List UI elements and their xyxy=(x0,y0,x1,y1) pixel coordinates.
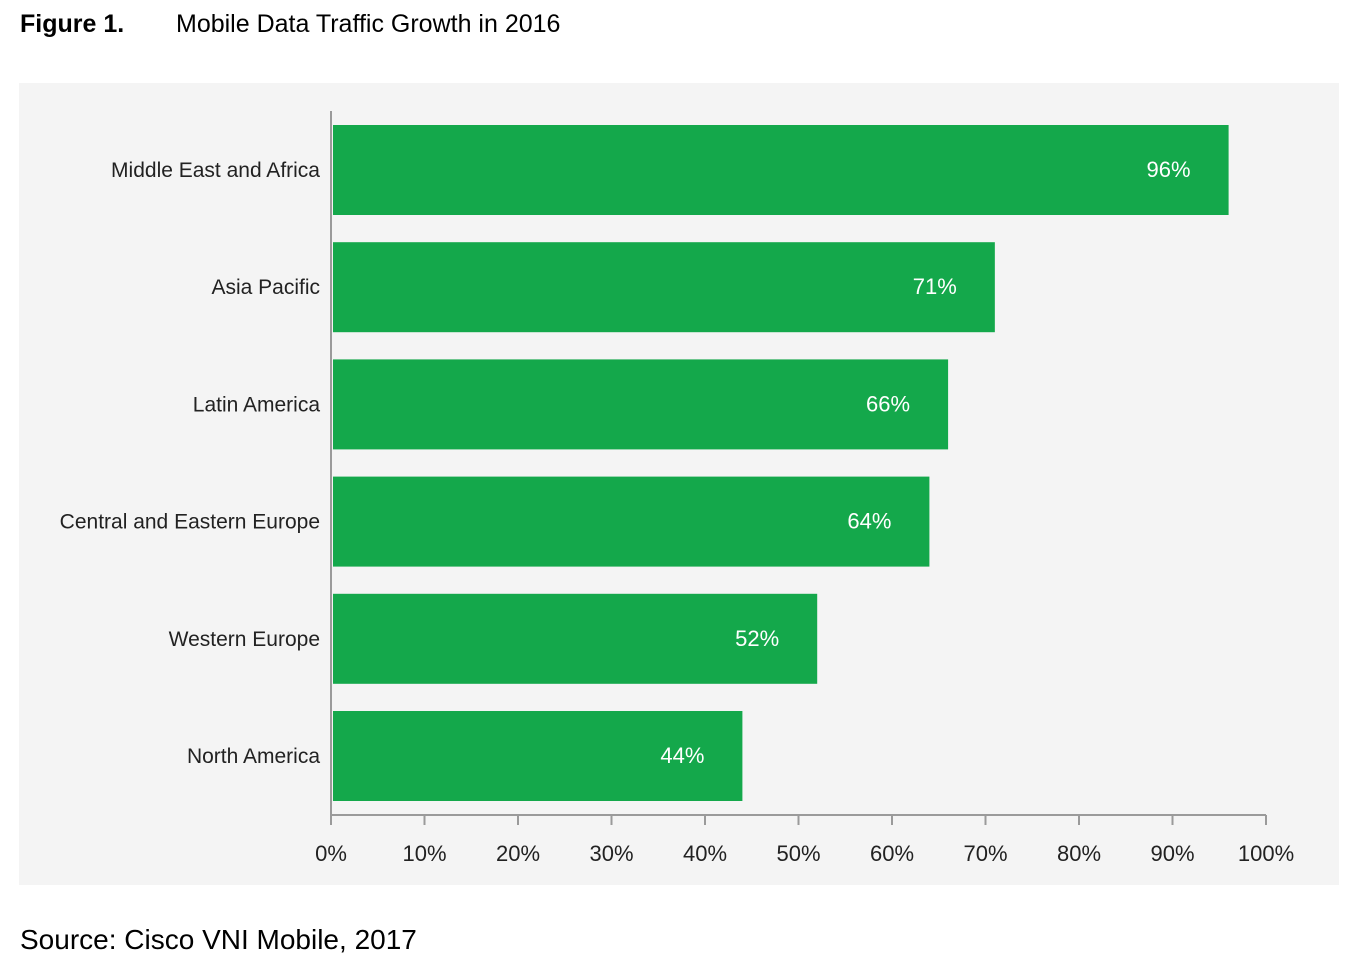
category-label: North America xyxy=(187,745,320,768)
bar xyxy=(333,125,1229,215)
source-note: Source: Cisco VNI Mobile, 2017 xyxy=(20,924,417,955)
chart-title: Mobile Data Traffic Growth in 2016 xyxy=(176,10,561,38)
bar xyxy=(333,359,949,450)
chart-panel: Middle East and Africa 96% Asia Pacific 71%… xyxy=(19,83,1339,885)
x-tick-label: 10% xyxy=(402,841,446,866)
data-label: 64% xyxy=(847,509,891,534)
data-label: 52% xyxy=(735,626,779,651)
category-label: Asia Pacific xyxy=(211,276,320,299)
data-label: 44% xyxy=(660,743,704,768)
bar xyxy=(333,593,818,684)
x-tick-label: 70% xyxy=(963,841,1007,866)
x-tick-label: 60% xyxy=(870,841,914,866)
figure-label: Figure 1. xyxy=(20,10,125,38)
x-tick-label: 20% xyxy=(496,841,540,866)
x-tick-label: 90% xyxy=(1150,841,1194,866)
category-label: Western Europe xyxy=(169,628,320,651)
x-tick-label: 100% xyxy=(1238,841,1294,866)
data-label: 96% xyxy=(1147,157,1191,182)
bar xyxy=(333,242,995,333)
data-label: 66% xyxy=(866,391,910,416)
x-tick-label: 50% xyxy=(776,841,820,866)
bar-chart: Middle East and Africa 96% Asia Pacific 71%… xyxy=(60,111,1294,866)
category-label: Latin America xyxy=(193,393,321,416)
category-label: Central and Eastern Europe xyxy=(60,511,320,534)
x-tick-label: 40% xyxy=(683,841,727,866)
x-tick-label: 80% xyxy=(1057,841,1101,866)
x-tick-label: 0% xyxy=(315,841,347,866)
category-label: Middle East and Africa xyxy=(111,159,320,182)
x-tick-label: 30% xyxy=(589,841,633,866)
data-label: 71% xyxy=(913,274,957,299)
bar xyxy=(333,476,930,567)
bar xyxy=(333,711,743,801)
